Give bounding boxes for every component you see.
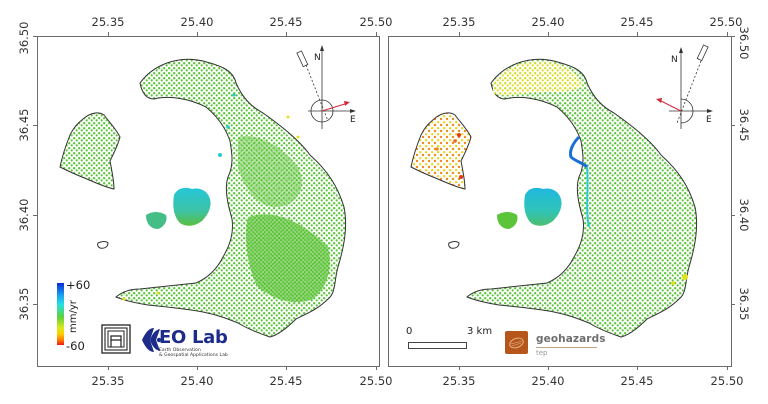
palea-kameni [497,212,518,229]
velocity-colorbar [57,283,64,345]
x-tick-label: 25.35 [442,374,476,388]
thira-island [466,58,698,338]
therasia-island [410,112,472,190]
aspronisi [448,241,460,249]
geohazards-divider [536,347,597,348]
scale-bar-end-label: 3 km [467,326,493,337]
therasia-island [59,112,121,190]
map-canvas-right [410,44,713,338]
y-tick-label: 36.45 [737,108,751,142]
colorbar-unit-label: mm/yr [68,300,79,333]
x-tick-label: 25.40 [180,15,214,29]
eolab-logo-title: EO Lab [159,327,228,348]
y-tick-label: 36.50 [17,21,31,55]
colorbar-min-label: -60 [66,339,85,353]
x-tick-label: 25.35 [91,15,125,29]
map-panel-descending: N E 0 3 km geohazards tep [388,36,732,367]
compass-north-label: N [314,53,321,63]
x-tick-label: 25.50 [359,374,393,388]
compass-east-label: E [706,115,712,125]
y-tick-label: 36.50 [737,26,751,60]
x-tick-label: 25.40 [180,374,214,388]
geohazards-logo-icon [505,331,528,354]
y-tick-label: 36.35 [737,287,751,321]
nea-kameni [524,187,562,226]
x-tick-label: 25.35 [442,15,476,29]
compass-right [656,44,713,129]
eolab-logo-subtitle: Earth Observation & Geospatial Applicati… [159,348,249,359]
scale-bar-start-label: 0 [406,326,413,337]
x-tick-label: 25.50 [710,374,744,388]
y-tick-label: 36.40 [737,198,751,232]
x-tick-label: 25.50 [359,15,393,29]
x-tick-label: 25.40 [531,374,565,388]
nea-kameni [173,187,211,226]
colorbar-max-label: +60 [66,278,91,292]
map-canvas-left [59,45,356,338]
map-panel-ascending: N E +60 -60 mm/yr EO Lab Earth Observati… [37,36,380,367]
x-tick-label: 25.45 [269,15,303,29]
x-tick-label: 25.45 [620,374,654,388]
aspronisi [97,241,109,249]
y-tick-label: 36.40 [17,198,31,232]
compass-east-label: E [350,115,356,125]
geohazards-logo-title: geohazards [536,333,606,345]
x-tick-label: 25.45 [620,15,654,29]
eolab-subtitle-line1: Earth Observation [159,348,201,353]
geohazards-logo-subtitle: tep [536,349,548,357]
y-tick-label: 36.35 [17,287,31,321]
compass-left [296,45,356,129]
y-tick-label: 36.45 [17,108,31,142]
x-tick-label: 25.40 [531,15,565,29]
palea-kameni [146,212,167,229]
x-tick-label: 25.50 [709,15,743,29]
x-tick-label: 25.35 [91,374,125,388]
scale-bar [408,342,467,349]
x-tick-label: 25.45 [269,374,303,388]
compass-north-label: N [671,55,678,65]
eolab-subtitle-line2: & Geospatial Applications Lab [159,353,228,359]
